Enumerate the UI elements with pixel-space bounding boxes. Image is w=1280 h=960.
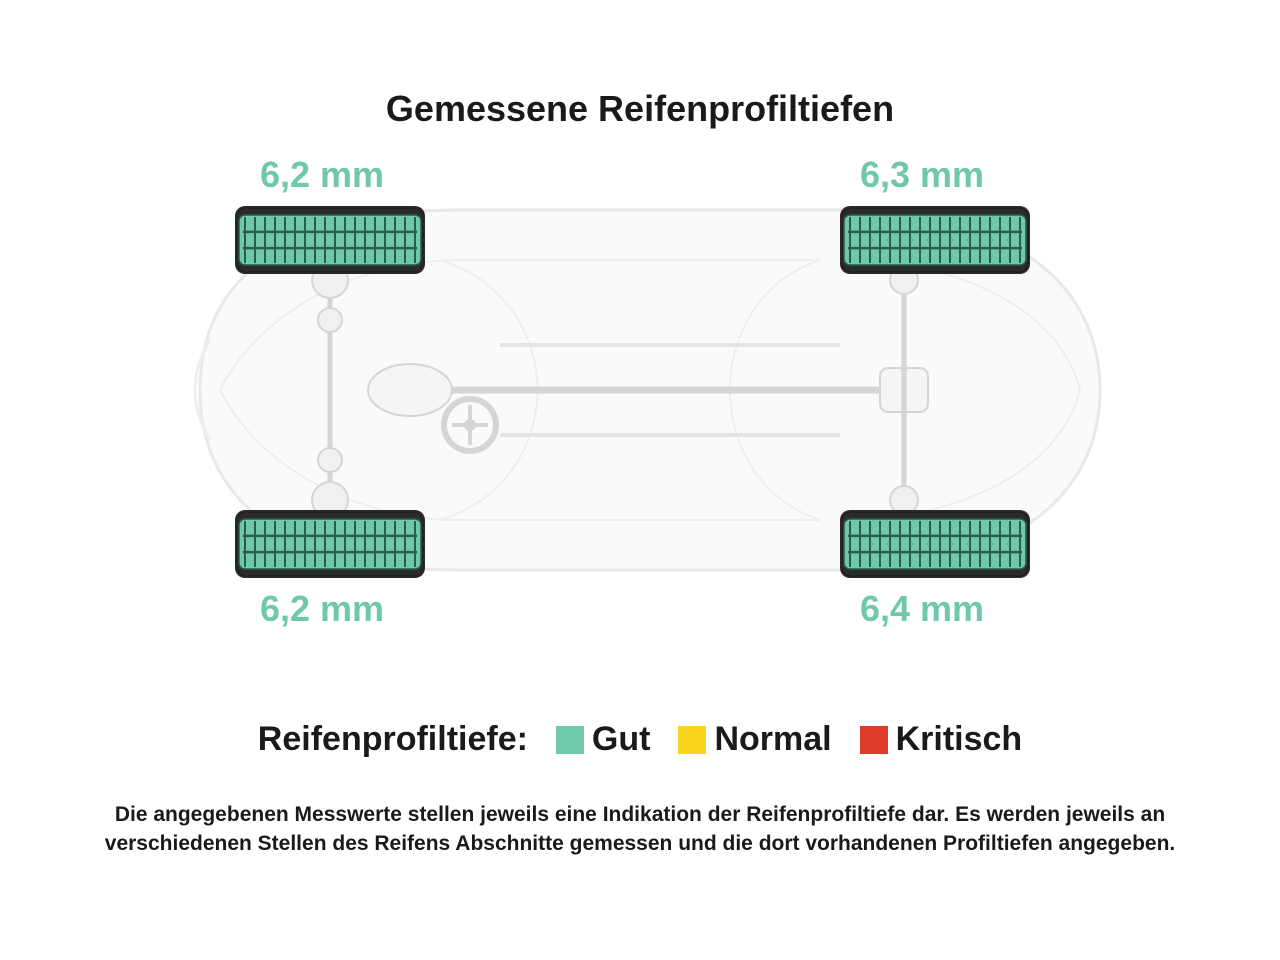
tire-front-left [235,206,425,274]
measurement-rear-right: 6,4 mm [860,588,984,630]
swatch-critical [860,726,888,754]
tire-rear-right [840,510,1030,578]
tire-front-right [840,206,1030,274]
measurement-front-left: 6,2 mm [260,154,384,196]
legend-item-good: Gut [556,720,651,759]
measurement-rear-left: 6,2 mm [260,588,384,630]
footer-note: Die angegebenen Messwerte stellen jeweil… [100,800,1180,859]
swatch-normal [678,726,706,754]
tire-rear-left [235,510,425,578]
legend-text-critical: Kritisch [896,720,1023,759]
legend-item-normal: Normal [678,720,831,759]
legend: Reifenprofiltiefe: Gut Normal Kritisch [0,720,1280,759]
tire-depth-diagram: Gemessene Reifenprofiltiefen [0,0,1280,960]
measurement-front-right: 6,3 mm [860,154,984,196]
car-area: 6,2 mm 6,3 mm 6,2 mm 6,4 mm [140,150,1140,630]
legend-text-good: Gut [592,720,651,759]
legend-item-critical: Kritisch [860,720,1023,759]
legend-text-normal: Normal [714,720,831,759]
swatch-good [556,726,584,754]
legend-label: Reifenprofiltiefe: [258,720,528,759]
diagram-title: Gemessene Reifenprofiltiefen [0,88,1280,130]
